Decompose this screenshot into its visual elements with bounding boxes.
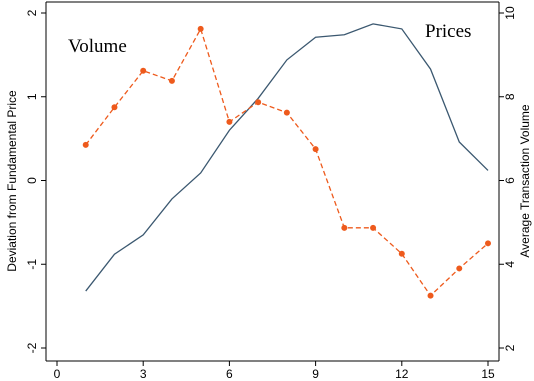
annotation-volume: Volume — [68, 36, 127, 57]
x-tick-label: 0 — [54, 367, 61, 381]
right-y-tick-label: 8 — [503, 93, 517, 100]
left-y-tick-label: -1 — [25, 259, 39, 270]
right-y-tick-label: 6 — [503, 177, 517, 184]
volume-point — [398, 250, 405, 257]
volume-point — [370, 224, 377, 231]
x-axis-ticks: 0 3 6 9 12 15 — [54, 361, 495, 381]
volume-point — [312, 146, 319, 153]
right-y-tick-label: 10 — [503, 6, 517, 20]
volume-point — [197, 25, 204, 32]
x-tick-label: 6 — [226, 367, 233, 381]
right-y-axis-title: Average Transaction Volume — [518, 104, 532, 258]
volume-series-line — [85, 27, 489, 297]
left-y-tick-label: 1 — [25, 93, 39, 100]
left-y-tick-label: -2 — [25, 342, 39, 353]
volume-point — [255, 99, 262, 106]
x-tick-label: 12 — [395, 367, 409, 381]
x-tick-label: 15 — [481, 367, 495, 381]
right-y-axis-ticks: 2 4 6 8 10 — [499, 6, 517, 351]
volume-point — [427, 292, 434, 299]
left-y-axis-ticks: -2 -1 0 1 2 — [25, 9, 46, 353]
volume-point — [111, 104, 118, 111]
volume-point — [485, 240, 491, 247]
x-tick-label: 9 — [312, 367, 319, 381]
volume-point — [283, 109, 290, 116]
x-tick-label: 3 — [140, 367, 147, 381]
prices-series-line — [85, 23, 489, 292]
volume-point — [456, 265, 463, 272]
volume-point — [341, 224, 348, 231]
volume-point — [82, 141, 89, 148]
volume-point — [140, 67, 147, 74]
left-y-axis-title: Deviation from Fundamental Price — [5, 90, 19, 272]
right-y-tick-label: 4 — [503, 261, 517, 268]
series-layer — [82, 23, 491, 299]
volume-point — [168, 77, 175, 84]
left-y-tick-label: 0 — [25, 177, 39, 184]
left-y-tick-label: 2 — [25, 9, 39, 16]
right-y-tick-label: 2 — [503, 344, 517, 351]
annotation-prices: Prices — [425, 21, 471, 42]
volume-point — [226, 118, 233, 125]
